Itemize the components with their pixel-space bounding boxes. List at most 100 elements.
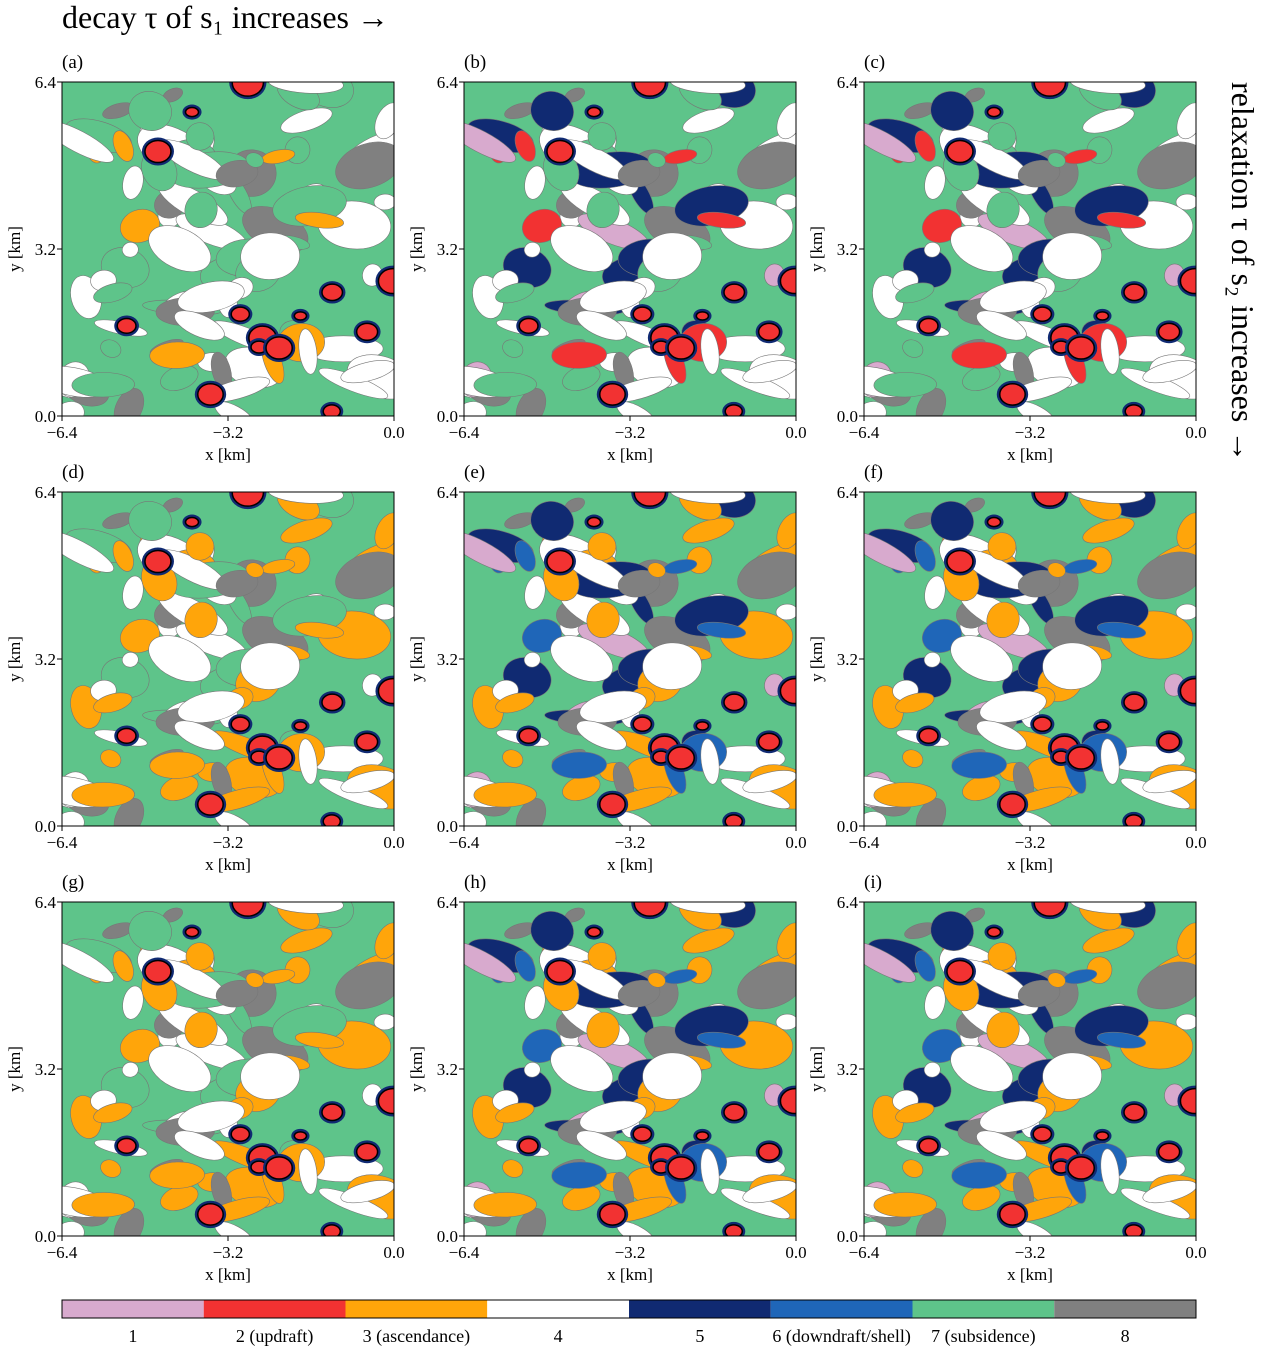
x-tick-label: 0.0	[1185, 423, 1206, 442]
cloud-core	[145, 960, 171, 982]
field	[435, 474, 827, 843]
cloud-core	[696, 312, 708, 320]
cloud-core	[759, 1143, 780, 1160]
colorbar-label: 3 (ascendance)	[363, 1326, 470, 1346]
x-tick-label: −3.2	[213, 833, 244, 852]
cloud-core	[1096, 1132, 1108, 1140]
x-axis-label: x [km]	[607, 855, 653, 874]
cloud-core	[1180, 679, 1209, 704]
cloud-core	[294, 722, 306, 730]
cloud-core	[322, 1104, 342, 1120]
x-tick-label: 0.0	[383, 833, 404, 852]
cloud-core	[696, 1132, 708, 1140]
field	[835, 474, 1227, 843]
y-tick-label: 3.2	[437, 650, 458, 669]
y-tick-label: 3.2	[35, 1060, 56, 1079]
cloud-core	[322, 284, 342, 300]
x-tick-label: −3.2	[615, 1243, 646, 1262]
x-tick-label: −3.2	[1015, 423, 1046, 442]
y-tick-label: 6.4	[437, 483, 459, 502]
colorbar-label: 7 (subsidence)	[931, 1326, 1035, 1346]
cloud-core	[780, 1089, 809, 1114]
x-tick-label: 0.0	[1185, 833, 1206, 852]
cloud-core	[780, 269, 809, 294]
cloud-core	[1159, 323, 1180, 340]
cloud-core	[266, 1157, 292, 1179]
x-tick-label: 0.0	[785, 423, 806, 442]
cloud-core	[947, 960, 973, 982]
cloud-core	[587, 107, 600, 116]
cloud-core	[759, 323, 780, 340]
cloud-core	[1180, 269, 1209, 294]
x-axis-label: x [km]	[205, 855, 251, 874]
y-tick-label: 3.2	[437, 240, 458, 259]
cloud-core	[1180, 1089, 1209, 1114]
field	[33, 884, 425, 1253]
x-tick-label: −3.2	[213, 1243, 244, 1262]
figure: decay τ of s₁ increases → relaxation τ o…	[0, 0, 1265, 1346]
cloud-core	[117, 318, 136, 333]
x-axis-label: x [km]	[1007, 1265, 1053, 1284]
cloud-core	[145, 140, 171, 162]
colorbar-swatch	[487, 1300, 629, 1318]
y-tick-label: 0.0	[35, 407, 56, 426]
cloud-core	[1096, 312, 1108, 320]
y-axis-label: y [km]	[407, 636, 426, 682]
cloud-core	[1159, 733, 1180, 750]
field	[435, 884, 827, 1253]
y-tick-label: 0.0	[35, 1227, 56, 1246]
cloud-core	[633, 307, 651, 321]
cloud-core	[987, 107, 1000, 116]
cloud-core	[668, 1157, 694, 1179]
cloud-core	[117, 728, 136, 743]
x-tick-label: −3.2	[1015, 833, 1046, 852]
y-axis-label: y [km]	[5, 1046, 24, 1092]
cloud-core	[724, 1104, 744, 1120]
y-tick-label: 0.0	[837, 1227, 858, 1246]
cloud-core	[185, 927, 198, 936]
y-tick-label: 6.4	[35, 483, 57, 502]
cloud-core	[1068, 337, 1094, 359]
y-tick-label: 6.4	[437, 73, 459, 92]
y-tick-label: 3.2	[35, 650, 56, 669]
colorbar-swatch	[346, 1300, 488, 1318]
cloud-core	[634, 69, 665, 96]
colorbar-label: 2 (updraft)	[236, 1326, 313, 1346]
y-axis-label: y [km]	[5, 636, 24, 682]
cloud-core	[231, 717, 249, 731]
top-annotation: decay τ of s₁ increases →	[62, 0, 389, 35]
cloud-core	[634, 889, 665, 916]
y-tick-label: 6.4	[437, 893, 459, 912]
x-tick-label: −3.2	[615, 833, 646, 852]
cloud-core	[724, 284, 744, 300]
cloud-core	[232, 889, 263, 916]
x-axis-label: x [km]	[1007, 445, 1053, 464]
cloud-core	[1096, 722, 1108, 730]
y-tick-label: 6.4	[35, 893, 57, 912]
x-axis-label: x [km]	[1007, 855, 1053, 874]
cloud-core	[547, 140, 573, 162]
y-axis-label: y [km]	[407, 1046, 426, 1092]
cloud-core	[919, 728, 938, 743]
cloud-core	[600, 794, 625, 815]
cloud-core	[1124, 1104, 1144, 1120]
y-axis-label: y [km]	[807, 1046, 826, 1092]
colorbar-label: 6 (downdraft/shell)	[772, 1326, 910, 1346]
y-tick-label: 0.0	[437, 407, 458, 426]
cloud-core	[947, 140, 973, 162]
panel-label: (c)	[864, 52, 885, 73]
cloud-core	[519, 728, 538, 743]
x-tick-label: −3.2	[1015, 1243, 1046, 1262]
cloud-core	[519, 1138, 538, 1153]
cloud-core	[1124, 284, 1144, 300]
colorbar-label: 8	[1121, 1326, 1130, 1346]
cloud-core	[1000, 794, 1025, 815]
cloud-core	[696, 722, 708, 730]
x-axis-label: x [km]	[205, 445, 251, 464]
panel-label: (g)	[62, 872, 84, 893]
cloud-core	[633, 1127, 651, 1141]
cloud-core	[987, 517, 1000, 526]
cloud-core	[357, 733, 378, 750]
cloud-core	[357, 323, 378, 340]
y-tick-label: 3.2	[837, 650, 858, 669]
